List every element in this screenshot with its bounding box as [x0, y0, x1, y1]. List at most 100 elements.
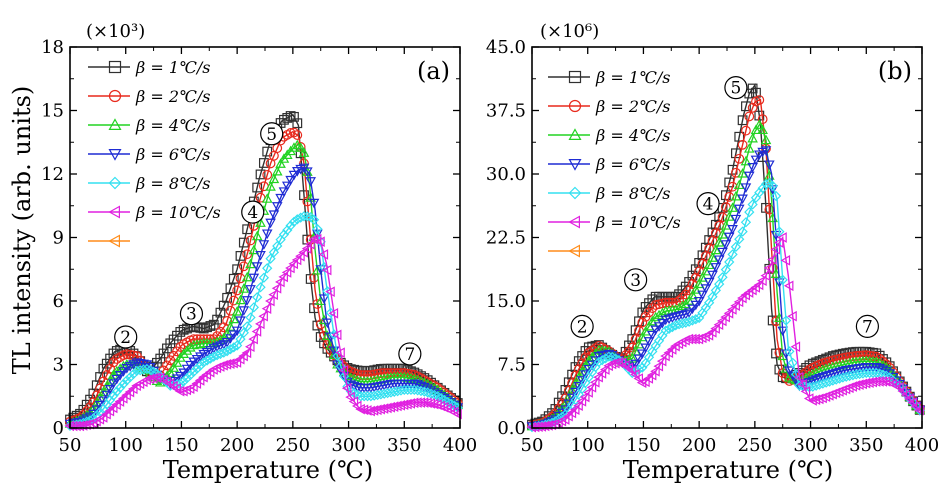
- data-point: [162, 343, 172, 354]
- data-point: [271, 282, 282, 294]
- x-tick-label: 150: [164, 435, 198, 456]
- data-point: [111, 399, 121, 411]
- data-point: [248, 244, 260, 255]
- data-point: [118, 360, 129, 371]
- data-point: [265, 181, 276, 191]
- data-point: [693, 296, 705, 307]
- data-point: [650, 365, 660, 377]
- data-point: [271, 202, 283, 212]
- data-point: [238, 327, 249, 338]
- y-tick-label: 37.5: [486, 101, 526, 122]
- data-point: [81, 419, 91, 431]
- data-point: [770, 190, 782, 202]
- data-point: [275, 193, 286, 204]
- data-point: [185, 369, 196, 381]
- legend-label: β = 6℃/s: [595, 155, 671, 174]
- data-point: [258, 240, 270, 250]
- data-point: [663, 323, 675, 335]
- data-point: [111, 374, 123, 385]
- data-point: [880, 376, 891, 387]
- data-point: [546, 419, 557, 431]
- y-tick-label: 15.0: [486, 291, 526, 312]
- data-point: [841, 352, 852, 363]
- data-point: [690, 284, 702, 294]
- data-point: [773, 237, 784, 248]
- data-point: [579, 391, 590, 403]
- data-point: [633, 354, 645, 365]
- data-point: [188, 339, 200, 350]
- panel-b: 50 100 150 200 250 300 350 400 0.0 7.5 15.0 22.5 30.…: [486, 21, 939, 456]
- data-point: [278, 187, 290, 197]
- data-point: [740, 183, 752, 193]
- data-point: [576, 396, 587, 407]
- data-point: [723, 211, 735, 221]
- peak-label-5: 5: [260, 122, 284, 146]
- peak-circle: [724, 76, 748, 100]
- data-point: [657, 318, 668, 329]
- data-point: [235, 316, 246, 327]
- data-point: [191, 339, 203, 349]
- data-point: [282, 113, 293, 123]
- peak-label-4: 4: [696, 192, 720, 216]
- data-point: [114, 396, 125, 407]
- legend-label: β = 2℃/s: [135, 87, 211, 106]
- data-point: [586, 382, 597, 393]
- data-point: [784, 346, 795, 357]
- data-point: [81, 399, 92, 410]
- data-point: [375, 368, 386, 379]
- data-point: [656, 355, 667, 367]
- data-point: [178, 324, 189, 335]
- data-point: [784, 366, 795, 376]
- data-point: [285, 111, 296, 121]
- data-point: [848, 351, 858, 362]
- data-point: [730, 300, 740, 311]
- data-point: [188, 381, 198, 393]
- data-point: [108, 390, 119, 401]
- data-point: [255, 318, 265, 330]
- data-point: [262, 263, 273, 274]
- data-point: [690, 314, 701, 325]
- data-point: [636, 349, 648, 360]
- data-point: [251, 262, 263, 272]
- data-point: [910, 401, 921, 412]
- data-point: [221, 346, 233, 357]
- data-point: [757, 114, 768, 125]
- data-point: [850, 380, 861, 391]
- data-point: [251, 230, 263, 241]
- data-point: [727, 202, 738, 212]
- data-point: [181, 364, 193, 375]
- data-point: [737, 226, 748, 237]
- data-point: [281, 181, 293, 192]
- y-tick-label: 7.5: [497, 355, 526, 376]
- data-point: [118, 367, 129, 377]
- data-point: [231, 357, 242, 368]
- data-point: [563, 399, 575, 410]
- data-point: [713, 255, 725, 266]
- data-point: [723, 307, 734, 319]
- data-point: [603, 351, 615, 362]
- data-point: [606, 358, 617, 370]
- data-point: [322, 330, 333, 340]
- data-point: [576, 376, 588, 386]
- data-point: [760, 134, 772, 145]
- data-point: [636, 331, 648, 342]
- data-point: [121, 349, 132, 360]
- data-point: [108, 379, 119, 389]
- data-point: [707, 252, 718, 262]
- x-tick-label: 100: [571, 435, 605, 456]
- data-point: [757, 124, 768, 135]
- data-point: [874, 364, 885, 374]
- y-tick-label: 45.0: [486, 37, 526, 58]
- data-point: [101, 408, 111, 420]
- x-tick-label: 400: [443, 435, 477, 456]
- legend-label: β = 4℃/s: [595, 126, 671, 145]
- data-point: [202, 322, 212, 333]
- data-point: [194, 375, 205, 386]
- data-point: [763, 262, 774, 274]
- legend-label: β = 6℃/s: [135, 145, 211, 164]
- data-point: [767, 254, 777, 265]
- data-point: [693, 278, 705, 289]
- data-point: [191, 363, 203, 374]
- data-point: [556, 408, 568, 419]
- data-point: [593, 371, 603, 383]
